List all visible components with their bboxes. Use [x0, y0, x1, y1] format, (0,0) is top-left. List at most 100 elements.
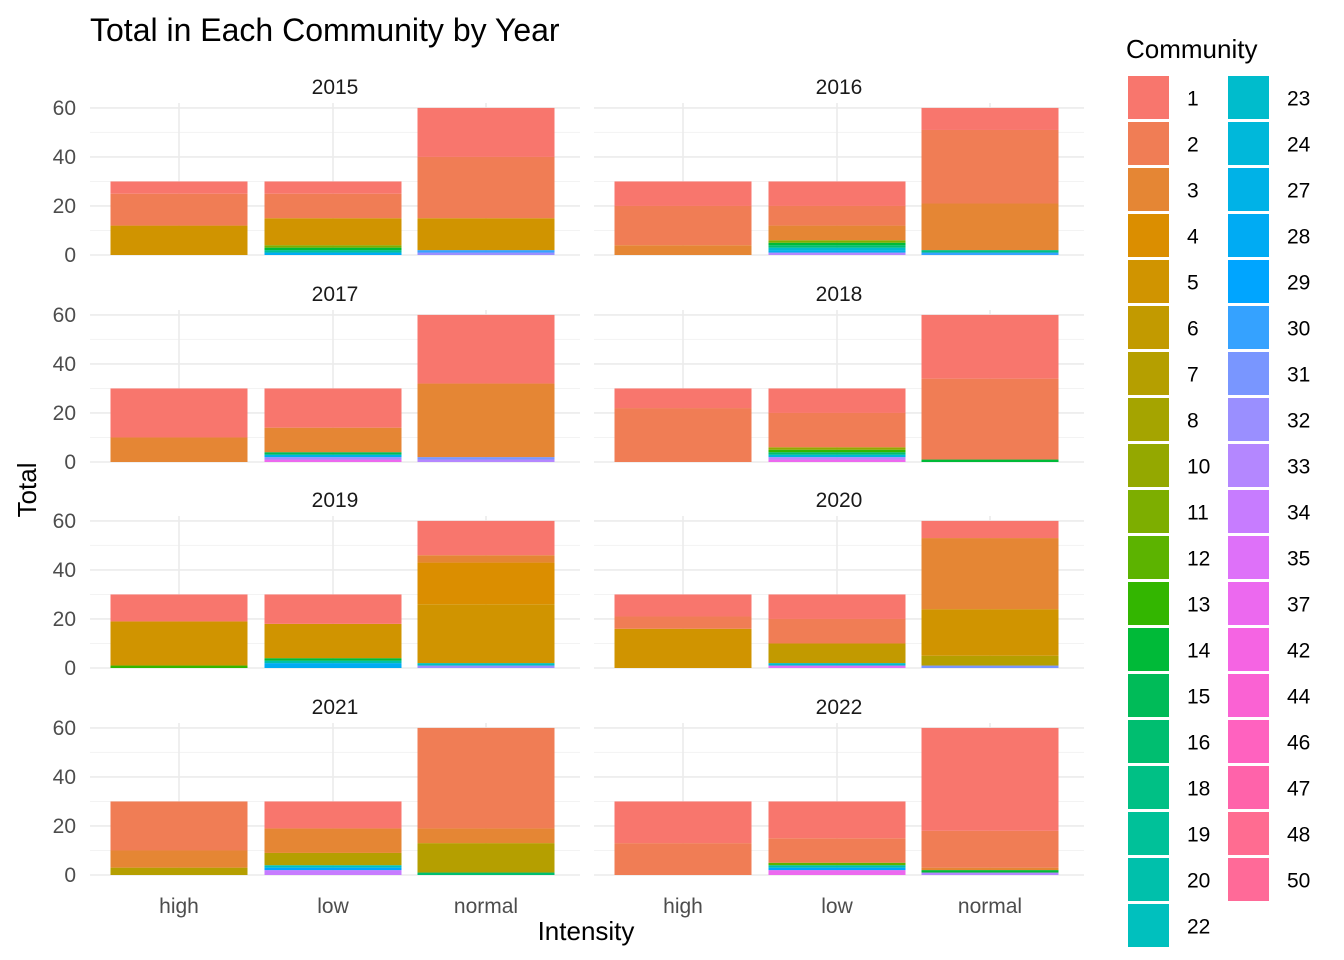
- bar-segment-community-30: [921, 252, 1059, 255]
- x-tick-label: normal: [958, 895, 1022, 918]
- bar-normal: [921, 314, 1059, 462]
- bar-segment-community-7: [921, 655, 1059, 666]
- bar-segment-community-2: [264, 193, 402, 219]
- bar-segment-community-14: [921, 870, 1059, 873]
- bar-segment-community-20: [768, 865, 906, 868]
- bar-segment-community-2: [768, 618, 906, 644]
- y-tick-label: 20: [53, 195, 76, 218]
- legend-item-31: 31: [1228, 352, 1310, 395]
- facet-panel-2017: 2017 0 20 40 60: [53, 283, 580, 474]
- bar-segment-community-28: [264, 252, 402, 255]
- y-tick-label: 20: [53, 815, 76, 838]
- bar-segment-community-13: [110, 665, 248, 668]
- legend-label: 22: [1187, 916, 1210, 939]
- legend-key: [1228, 812, 1269, 855]
- bar-segment-community-37: [768, 870, 906, 875]
- bar-high: [614, 388, 752, 462]
- legend-key: [1228, 122, 1269, 165]
- legend-item-1: 1: [1128, 76, 1199, 119]
- legend-key: [1228, 260, 1269, 303]
- legend-key: [1228, 490, 1269, 533]
- bar-segment-community-24: [768, 454, 906, 458]
- bar-segment-community-1: [921, 727, 1059, 831]
- facet-panel-2019: 2019 0 20 40 60: [53, 489, 580, 680]
- legend-label: 37: [1287, 594, 1310, 617]
- legend-label: 31: [1287, 364, 1310, 387]
- legend-key: [1128, 76, 1169, 119]
- legend-item-20: 20: [1128, 858, 1210, 901]
- bar-segment-community-3: [614, 245, 752, 255]
- facet-panel-2018: 2018: [594, 283, 1084, 463]
- bar-segment-community-1: [417, 520, 555, 556]
- y-tick-label: 0: [64, 657, 76, 680]
- y-tick-label: 0: [64, 244, 76, 267]
- bar-segment-community-13: [768, 449, 906, 453]
- legend-label: 13: [1187, 594, 1210, 617]
- legend-key: [1128, 904, 1169, 947]
- legend-item-24: 24: [1228, 122, 1311, 165]
- legend-label: 27: [1287, 180, 1310, 203]
- y-tick-label: 40: [53, 146, 76, 169]
- y-tick-label: 20: [53, 402, 76, 425]
- legend-key: [1128, 122, 1169, 165]
- legend-item-18: 18: [1128, 766, 1210, 809]
- legend-key: [1228, 352, 1269, 395]
- bar-segment-community-1: [921, 520, 1059, 539]
- bar-segment-community-14: [264, 247, 402, 251]
- legend-label: 2: [1187, 134, 1199, 157]
- facet-strip-label: 2018: [816, 283, 863, 306]
- bar-segment-community-2: [614, 616, 752, 629]
- bar-low: [768, 594, 906, 668]
- bar-segment-community-27: [768, 250, 906, 253]
- y-tick-label: 60: [53, 304, 76, 327]
- legend-key: [1228, 536, 1269, 579]
- bar-high: [110, 594, 248, 668]
- bar-segment-community-1: [768, 594, 906, 619]
- bar-segment-community-11: [264, 245, 402, 248]
- bar-segment-community-6: [768, 643, 906, 664]
- legend-label: 4: [1187, 226, 1199, 249]
- bar-segment-community-2: [921, 378, 1059, 460]
- legend-key: [1228, 444, 1269, 487]
- legend-label: 5: [1187, 272, 1199, 295]
- chart-title: Total in Each Community by Year: [90, 12, 560, 48]
- bar-normal: [921, 727, 1059, 875]
- legend-item-47: 47: [1228, 766, 1310, 809]
- bar-segment-community-16: [768, 452, 906, 455]
- bar-segment-community-22: [264, 865, 402, 868]
- legend-key: [1128, 352, 1169, 395]
- legend-label: 23: [1287, 88, 1310, 111]
- legend-item-5: 5: [1128, 260, 1199, 303]
- x-tick-label: low: [317, 895, 349, 918]
- bar-segment-community-1: [417, 314, 555, 384]
- y-tick-label: 20: [53, 608, 76, 631]
- bar-segment-community-5: [110, 621, 248, 666]
- bar-segment-community-3: [110, 437, 248, 462]
- legend-key: [1228, 582, 1269, 625]
- bar-segment-community-32: [417, 665, 555, 668]
- bar-high: [614, 594, 752, 668]
- y-axis-title: Total: [12, 463, 42, 518]
- bar-segment-community-20: [264, 660, 402, 664]
- legend-label: 20: [1187, 870, 1210, 893]
- legend-label: 50: [1287, 870, 1310, 893]
- legend-key: [1128, 168, 1169, 211]
- legend-item-34: 34: [1228, 490, 1311, 533]
- legend-key: [1128, 674, 1169, 717]
- bar-segment-community-23: [768, 247, 906, 251]
- legend-item-23: 23: [1228, 76, 1310, 119]
- legend-item-16: 16: [1128, 720, 1210, 763]
- bar-segment-community-5: [264, 218, 402, 246]
- legend-key: [1128, 214, 1169, 257]
- legend-label: 32: [1287, 410, 1310, 433]
- legend-item-6: 6: [1128, 306, 1199, 349]
- facet-panel-2021: 2021 0 20 40 60 high low normal: [53, 696, 580, 918]
- legend-label: 8: [1187, 410, 1199, 433]
- bar-low: [768, 181, 906, 255]
- legend-label: 35: [1287, 548, 1310, 571]
- legend-label: 24: [1287, 134, 1311, 157]
- facet-panel-2015: 2015 0 20 40 60: [53, 76, 580, 267]
- legend-item-12: 12: [1128, 536, 1210, 579]
- bar-segment-community-1: [614, 388, 752, 409]
- bar-segment-community-2: [614, 408, 752, 462]
